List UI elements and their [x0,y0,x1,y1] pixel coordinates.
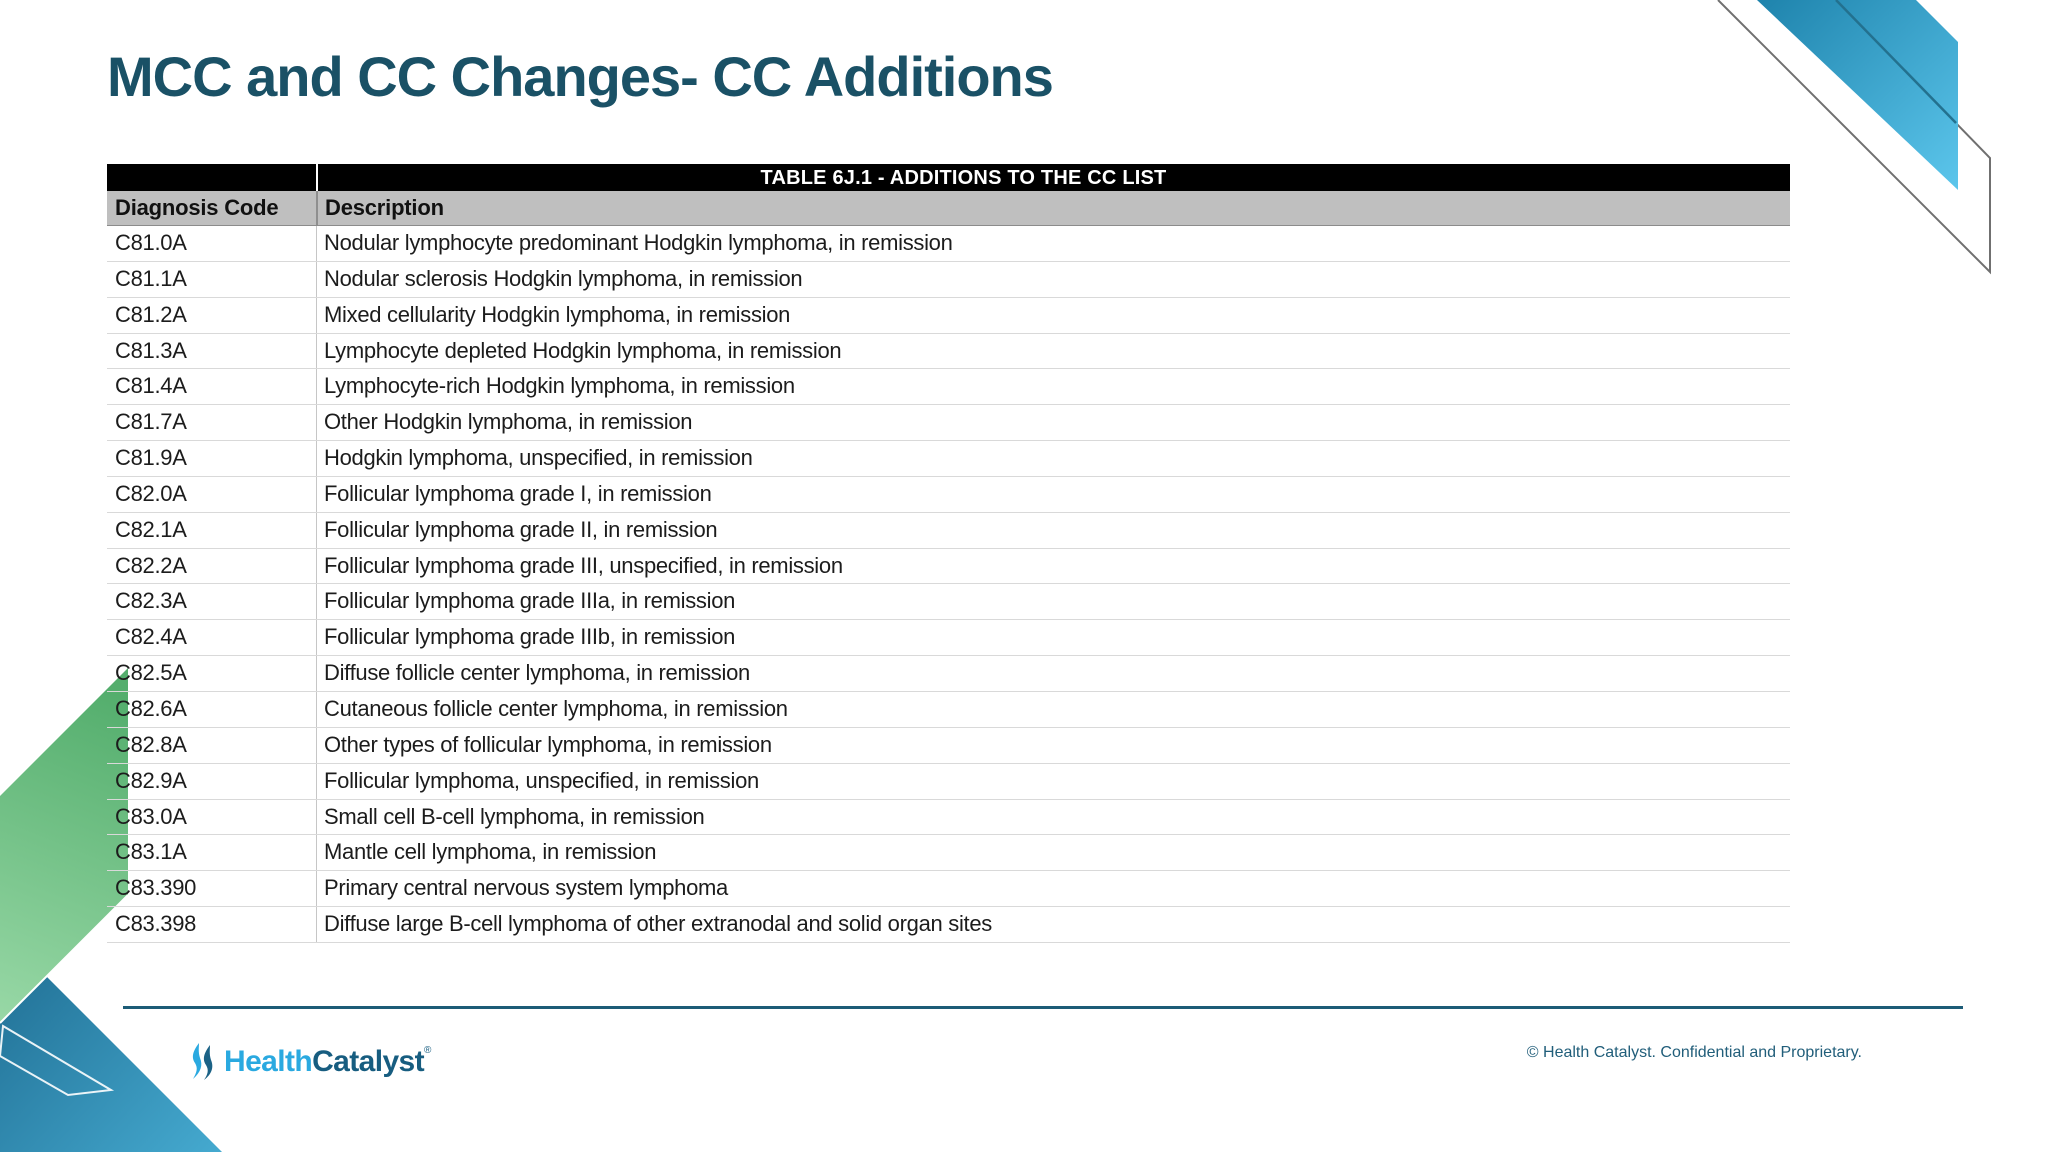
diagnosis-code-cell: C82.3A [115,588,187,614]
table-row: C81.1A Nodular sclerosis Hodgkin lymphom… [107,261,1790,298]
diagnosis-code-cell: C83.390 [115,875,197,901]
blue-ribbon-shape [1757,0,1958,190]
table-row: C83.398 Diffuse large B-cell lymphoma of… [107,907,1790,943]
description-cell: Hodgkin lymphoma, unspecified, in remiss… [316,441,1790,476]
table-row: C81.9A Hodgkin lymphoma, unspecified, in… [107,441,1790,477]
description-cell: Other types of follicular lymphoma, in r… [316,727,1790,763]
description-cell: Mantle cell lymphoma, in remission [316,835,1790,871]
diagnosis-code-cell: C83.1A [115,839,187,865]
health-catalyst-logo: HealthCatalyst® [190,1033,431,1080]
description-cell: Small cell B-cell lymphoma, in remission [316,799,1790,835]
table-row: C81.0A Nodular lymphocyte predominant Ho… [107,226,1790,262]
description-cell: Follicular lymphoma grade II, in remissi… [316,512,1790,548]
diagnosis-code-cell: C81.9A [115,445,187,471]
diagnosis-code-cell: C83.398 [115,911,197,937]
white-outline-shape [0,1024,115,1097]
diagnosis-code-cell: C82.4A [115,624,187,650]
description-cell: Other Hodgkin lymphoma, in remission [316,405,1790,441]
diagnosis-code-cell: C82.2A [115,552,187,578]
description-cell: Follicular lymphoma grade IIIa, in remis… [316,584,1790,620]
cc-additions-table: TABLE 6J.1 - ADDITIONS TO THE CC LIST Di… [107,164,1790,943]
table-row: C83.1A Mantle cell lymphoma, in remissio… [107,835,1790,872]
table-row: C82.2A Follicular lymphoma grade III, un… [107,548,1790,585]
table-row: C81.3A Lymphocyte depleted Hodgkin lymph… [107,333,1790,370]
diagnosis-code-cell: C82.5A [115,660,187,686]
table-row: C82.6A Cutaneous follicle center lymphom… [107,691,1790,728]
diagnosis-code-cell: C81.1A [115,265,187,291]
table-row: C83.0A Small cell B-cell lymphoma, in re… [107,799,1790,836]
table-row: C81.4A Lymphocyte-rich Hodgkin lymphoma,… [107,369,1790,406]
diagnosis-code-cell: C81.0A [115,230,187,255]
table-row: C82.4A Follicular lymphoma grade IIIb, i… [107,620,1790,657]
diagnosis-code-cell: C82.9A [115,767,187,793]
table-row: C83.390 Primary central nervous system l… [107,871,1790,908]
diagnosis-code-cell: C82.0A [115,480,187,506]
diagnosis-code-cell: C83.0A [115,803,187,829]
description-cell: Primary central nervous system lymphoma [316,871,1790,907]
table-banner-title: TABLE 6J.1 - ADDITIONS TO THE CC LIST [760,167,1167,189]
description-cell: Follicular lymphoma grade I, in remissio… [316,476,1790,512]
table-row: C82.9A Follicular lymphoma, unspecified,… [107,763,1790,800]
table-row: C82.8A Other types of follicular lymphom… [107,727,1790,764]
description-cell: Follicular lymphoma grade IIIb, in remis… [316,620,1790,656]
description-cell: Cutaneous follicle center lymphoma, in r… [316,691,1790,727]
description-cell: Diffuse large B-cell lymphoma of other e… [316,907,1790,942]
description-cell: Nodular lymphocyte predominant Hodgkin l… [316,226,1790,261]
diagnosis-code-cell: C81.2A [115,301,187,327]
diagnosis-code-cell: C82.8A [115,731,187,757]
table-body: C81.0A Nodular lymphocyte predominant Ho… [107,226,1790,943]
description-cell: Mixed cellularity Hodgkin lymphoma, in r… [316,297,1790,333]
description-cell: Follicular lymphoma grade III, unspecifi… [316,548,1790,584]
diagnosis-code-cell: C82.1A [115,516,187,542]
table-row: C82.3A Follicular lymphoma grade IIIa, i… [107,584,1790,621]
diagnosis-code-cell: C82.6A [115,695,187,721]
description-cell: Diffuse follicle center lymphoma, in rem… [316,656,1790,691]
copyright-text: © Health Catalyst. Confidential and Prop… [1526,1044,1862,1061]
table-banner: TABLE 6J.1 - ADDITIONS TO THE CC LIST [107,164,1790,191]
table-row: C81.7A Other Hodgkin lymphoma, in remiss… [107,405,1790,442]
registered-trademark-mark: ® [424,1045,431,1056]
logo-wordmark: HealthCatalyst® [224,1033,431,1080]
table-header-row: Diagnosis Code Description [107,191,1790,226]
diagnosis-code-cell: C81.4A [115,373,187,399]
column-header-description: Description [316,191,1790,225]
table-row: C82.1A Follicular lymphoma grade II, in … [107,512,1790,549]
slide-title: MCC and CC Changes- CC Additions [107,45,1054,108]
flame-icon [192,1043,213,1080]
diagnosis-code-cell: C81.7A [115,409,187,435]
logo-text-catalyst: Catalyst [312,1045,425,1078]
description-cell: Lymphocyte depleted Hodgkin lymphoma, in… [316,333,1790,369]
logo-text-health: Health [224,1045,313,1078]
teal-triangle-shape [0,930,222,1152]
footer-divider [123,1006,1963,1009]
description-cell: Nodular sclerosis Hodgkin lymphoma, in r… [316,261,1790,297]
description-cell: Lymphocyte-rich Hodgkin lymphoma, in rem… [316,369,1790,405]
table-row: C82.5A Diffuse follicle center lymphoma,… [107,656,1790,692]
table-row: C81.2A Mixed cellularity Hodgkin lymphom… [107,297,1790,334]
diagnosis-code-cell: C81.3A [115,337,187,363]
table-row: C82.0A Follicular lymphoma grade I, in r… [107,476,1790,513]
ribbon-inner-line [1835,0,1957,124]
banner-column-gap [316,164,318,191]
description-cell: Follicular lymphoma, unspecified, in rem… [316,763,1790,799]
column-header-diagnosis-code: Diagnosis Code [115,195,279,220]
